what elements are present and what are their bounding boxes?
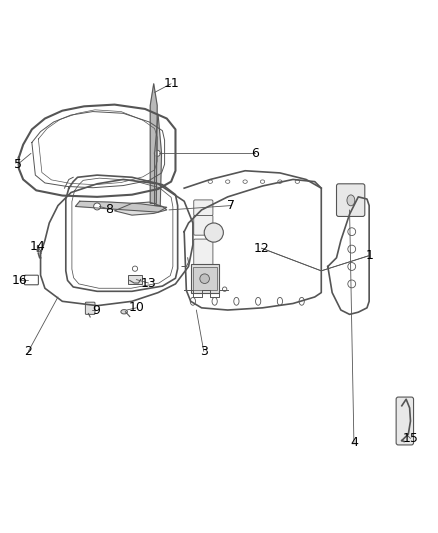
FancyBboxPatch shape <box>194 200 213 215</box>
Ellipse shape <box>348 245 356 253</box>
Ellipse shape <box>243 180 247 183</box>
Text: 12: 12 <box>254 242 269 255</box>
Text: 13: 13 <box>141 277 156 289</box>
Text: 2: 2 <box>25 345 32 358</box>
FancyBboxPatch shape <box>336 184 365 216</box>
Ellipse shape <box>200 274 209 284</box>
Circle shape <box>94 203 101 210</box>
Ellipse shape <box>347 195 355 206</box>
FancyBboxPatch shape <box>194 239 213 268</box>
Ellipse shape <box>295 180 300 183</box>
Text: 14: 14 <box>29 240 45 253</box>
FancyBboxPatch shape <box>127 275 141 284</box>
Ellipse shape <box>121 310 127 314</box>
Text: 4: 4 <box>350 437 358 449</box>
Text: 11: 11 <box>163 77 179 90</box>
Ellipse shape <box>190 297 195 305</box>
Text: 10: 10 <box>128 301 144 314</box>
Text: 5: 5 <box>14 158 22 171</box>
FancyBboxPatch shape <box>396 397 413 445</box>
Polygon shape <box>75 201 167 212</box>
Ellipse shape <box>208 180 212 183</box>
Text: 8: 8 <box>105 203 113 215</box>
Text: 3: 3 <box>200 345 208 358</box>
Circle shape <box>154 150 160 156</box>
FancyBboxPatch shape <box>191 264 219 293</box>
Polygon shape <box>150 84 157 204</box>
Ellipse shape <box>278 180 282 183</box>
Ellipse shape <box>212 297 217 305</box>
Circle shape <box>204 223 223 242</box>
Ellipse shape <box>260 180 265 183</box>
Ellipse shape <box>223 287 227 292</box>
FancyBboxPatch shape <box>194 215 213 235</box>
Ellipse shape <box>255 297 261 305</box>
FancyBboxPatch shape <box>25 275 39 285</box>
Ellipse shape <box>348 263 356 270</box>
Text: 6: 6 <box>251 147 258 160</box>
FancyBboxPatch shape <box>193 266 217 290</box>
FancyBboxPatch shape <box>85 302 95 314</box>
Ellipse shape <box>348 228 356 236</box>
Ellipse shape <box>277 297 283 305</box>
Text: 16: 16 <box>12 274 28 287</box>
Ellipse shape <box>348 280 356 288</box>
Ellipse shape <box>37 250 41 252</box>
Ellipse shape <box>226 180 230 183</box>
Ellipse shape <box>234 297 239 305</box>
Text: 9: 9 <box>92 303 100 317</box>
Text: 15: 15 <box>403 432 418 445</box>
Ellipse shape <box>132 266 138 271</box>
Text: 7: 7 <box>227 199 235 212</box>
Polygon shape <box>155 114 162 206</box>
Polygon shape <box>115 202 167 215</box>
Text: 1: 1 <box>365 249 373 262</box>
Ellipse shape <box>299 297 304 305</box>
